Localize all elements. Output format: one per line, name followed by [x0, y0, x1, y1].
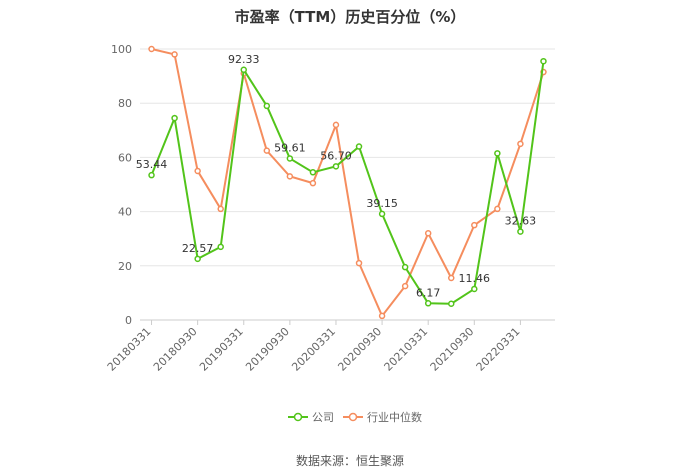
- data-point: [401, 282, 409, 290]
- data-point: [240, 66, 247, 74]
- legend-item-1[interactable]: 行业中位数: [343, 410, 422, 424]
- data-point: [263, 147, 271, 154]
- x-tick-label: 20190331: [197, 325, 246, 374]
- x-tick-label: 20210930: [428, 325, 477, 374]
- data-point: [148, 171, 155, 179]
- data-label: 11.46: [459, 272, 491, 285]
- x-tick-label: 20180930: [151, 325, 200, 374]
- data-point: [540, 57, 547, 65]
- data-point: [448, 274, 455, 282]
- data-point: [286, 155, 294, 162]
- y-tick-label: 40: [118, 206, 132, 219]
- data-point: [332, 163, 340, 170]
- data-point: [424, 230, 432, 237]
- data-point: [217, 205, 224, 213]
- data-point: [471, 221, 478, 229]
- data-label: 6.17: [416, 286, 441, 299]
- y-tick-label: 20: [118, 260, 132, 273]
- data-point: [494, 150, 501, 157]
- data-point: [286, 173, 294, 180]
- data-point: [401, 263, 409, 271]
- y-tick-label: 0: [125, 314, 132, 327]
- x-tick-labels: 2018033120180930201903312019093020200331…: [105, 320, 523, 374]
- data-point: [217, 243, 224, 251]
- series-line-1: [151, 48, 545, 318]
- data-labels: 53.44 22.57 92.33 59.61 56.70 39.15 6.17 11.46 3…: [136, 53, 536, 299]
- source-note: 数据来源：恒生聚源: [295, 454, 404, 468]
- legend-swatch-marker: [348, 412, 358, 422]
- data-point: [378, 210, 386, 218]
- series-layer: [148, 45, 547, 320]
- data-label: 53.44: [136, 158, 168, 171]
- data-point: [194, 167, 201, 175]
- data-point: [355, 143, 363, 150]
- data-point: [517, 140, 524, 148]
- data-point: [448, 300, 455, 307]
- data-point: [309, 169, 317, 176]
- y-tick-labels: 0 20 40 60 80 100: [111, 43, 132, 327]
- data-label: 59.61: [274, 141, 306, 154]
- legend-label: 公司: [312, 411, 334, 424]
- legend-swatch-marker: [293, 412, 303, 422]
- y-tick-label: 80: [118, 97, 132, 110]
- y-tick-label: 60: [118, 151, 132, 164]
- data-point: [171, 114, 178, 122]
- data-point: [378, 312, 386, 320]
- data-point: [517, 228, 524, 235]
- data-label: 22.57: [182, 242, 214, 255]
- data-label: 92.33: [228, 53, 260, 66]
- data-point: [171, 51, 178, 58]
- x-tick-label: 20180331: [105, 325, 154, 374]
- x-tick-label: 20200930: [335, 325, 384, 374]
- data-label: 56.70: [320, 149, 352, 162]
- data-label: 32.63: [505, 215, 537, 228]
- series-line-0: [150, 61, 545, 305]
- chart-title: 市盈率（TTM）历史百分位（%）: [234, 8, 466, 26]
- data-point: [194, 255, 201, 263]
- data-point: [148, 45, 155, 53]
- legend[interactable]: 公司 行业中位数: [288, 410, 422, 424]
- y-tick-label: 100: [111, 43, 132, 56]
- data-point: [332, 121, 340, 129]
- x-tick-label: 20190930: [243, 325, 292, 374]
- data-point: [309, 179, 317, 187]
- data-point: [263, 102, 271, 110]
- legend-item-0[interactable]: 公司: [288, 411, 334, 424]
- data-point: [424, 300, 432, 307]
- data-point: [494, 205, 501, 213]
- data-point: [355, 259, 363, 267]
- data-point: [471, 285, 478, 293]
- legend-label: 行业中位数: [367, 410, 422, 424]
- x-tick-label: 20220331: [474, 325, 523, 374]
- data-label: 39.15: [366, 197, 398, 210]
- x-tick-label: 20210331: [382, 325, 431, 374]
- x-tick-label: 20200331: [289, 325, 338, 374]
